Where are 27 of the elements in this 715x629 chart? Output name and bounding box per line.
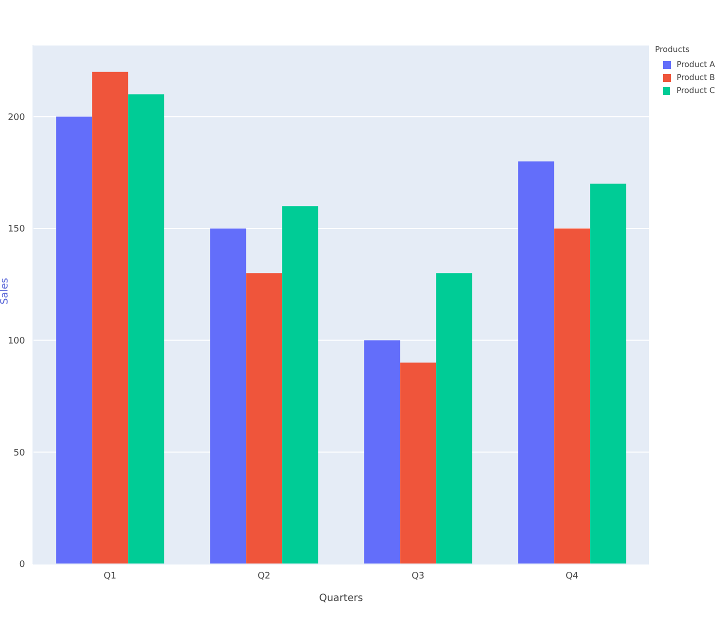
x-tick-label: Q3	[412, 571, 424, 582]
y-tick-label: 150	[8, 224, 26, 235]
x-tick-label: Q2	[258, 571, 270, 582]
y-tick-label: 100	[8, 336, 26, 346]
bar	[56, 116, 92, 564]
bar	[128, 94, 164, 564]
bar	[364, 340, 400, 564]
legend-label: Product B	[676, 73, 715, 82]
x-axis-title: Quarters	[319, 593, 363, 604]
bar	[210, 228, 246, 564]
bar	[518, 161, 554, 564]
bar	[554, 228, 590, 564]
y-tick-label: 50	[14, 448, 26, 458]
bar	[400, 362, 436, 564]
bar	[590, 184, 626, 564]
y-axis-title: Sales	[0, 278, 11, 304]
y-tick-label: 200	[8, 112, 26, 123]
x-tick-label: Q4	[566, 571, 579, 582]
legend-title: Products	[655, 45, 691, 54]
bar	[436, 273, 472, 564]
x-tick-label: Q1	[104, 571, 116, 582]
legend-label: Product C	[676, 86, 715, 95]
bar	[246, 273, 282, 564]
bar	[282, 206, 318, 564]
y-tick-label: 0	[19, 560, 26, 570]
bar	[92, 72, 128, 564]
legend-label: Product A	[676, 60, 715, 69]
